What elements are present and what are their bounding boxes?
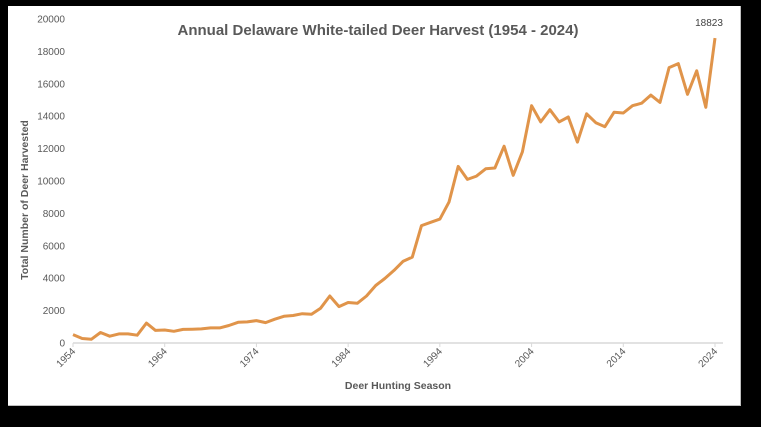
x-tick-label: 1994: [421, 346, 445, 370]
y-tick-label: 16000: [37, 79, 65, 90]
harvest-line: [72, 37, 717, 341]
x-tick-label: 2024: [697, 346, 721, 370]
chart-title: Annual Delaware White-tailed Deer Harves…: [178, 22, 579, 39]
y-tick-label: 8000: [43, 209, 66, 220]
y-axis-ticks: 0 2000 4000 6000 8000 10000 12000 14000 16000 180…: [37, 15, 65, 350]
y-tick-label: 0: [59, 339, 65, 350]
y-tick-label: 6000: [43, 241, 66, 252]
x-tick-label: 1974: [238, 346, 262, 370]
y-tick-label: 18000: [37, 47, 65, 58]
chart-panel: [8, 6, 741, 406]
y-tick-label: 10000: [37, 177, 65, 188]
x-tick-label: 1954: [55, 346, 79, 370]
y-tick-label: 4000: [43, 274, 66, 285]
x-tick-label: 1964: [146, 346, 170, 370]
y-tick-label: 14000: [37, 112, 65, 123]
x-tick-label: 1984: [330, 346, 354, 370]
x-tick-label: 2004: [513, 346, 537, 370]
y-tick-label: 20000: [37, 15, 65, 26]
x-axis-label: Deer Hunting Season: [345, 380, 451, 392]
x-tick-label: 2014: [605, 346, 629, 370]
y-axis-label: Total Number of Deer Harvested: [19, 120, 31, 280]
data-label-2024: 18823: [695, 18, 723, 29]
y-tick-label: 12000: [37, 144, 65, 155]
x-axis-ticks: 1954 1964 1974 1984 1994 2004 2014 2024: [55, 343, 721, 370]
y-tick-label: 2000: [43, 306, 66, 317]
